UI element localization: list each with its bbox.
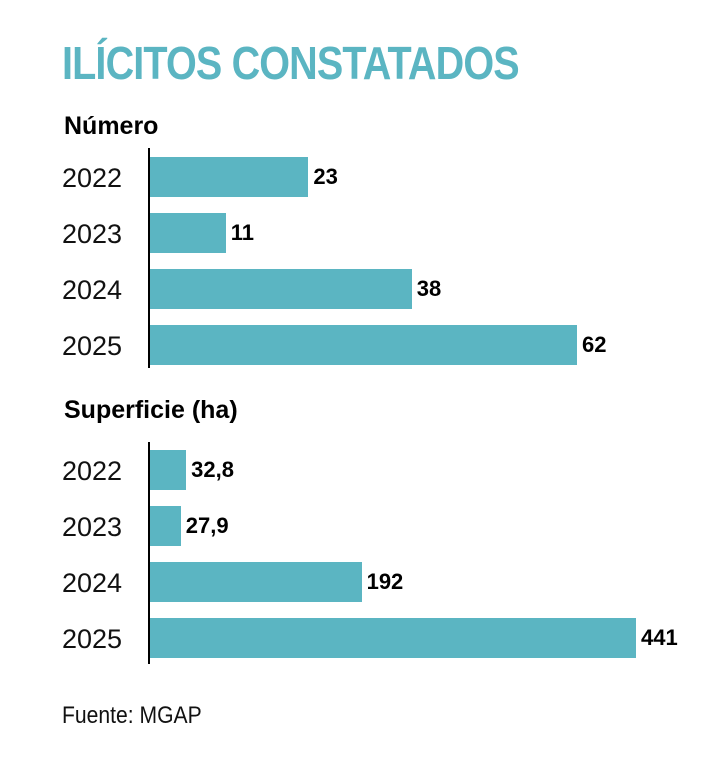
value-label: 11 xyxy=(230,220,255,245)
category-label: 2024 xyxy=(62,568,123,598)
bar-2024 xyxy=(150,269,412,309)
category-label: 2025 xyxy=(62,331,123,361)
category-label: 2025 xyxy=(62,624,123,654)
category-label: 2022 xyxy=(62,163,123,193)
value-label: 62 xyxy=(582,332,607,357)
bar-2022 xyxy=(150,157,309,197)
value-label: 32,8 xyxy=(191,457,234,482)
category-label: 2022 xyxy=(62,456,123,486)
value-label: 27,9 xyxy=(185,513,229,538)
chart-title: ILÍCITOS CONSTATADOS xyxy=(62,37,520,89)
category-label: 2023 xyxy=(62,512,123,542)
value-label: 23 xyxy=(313,164,338,189)
value-label: 38 xyxy=(416,276,442,301)
bar-2022 xyxy=(150,450,187,490)
value-label: 441 xyxy=(641,625,678,650)
bar-2025 xyxy=(150,618,636,658)
chart-2-title: Superficie (ha) xyxy=(64,396,238,424)
bar-2023 xyxy=(150,213,226,253)
bar-2024 xyxy=(150,562,362,602)
bar-2025 xyxy=(150,325,577,365)
category-label: 2023 xyxy=(62,219,123,249)
source-note: Fuente: MGAP xyxy=(62,702,202,729)
chart-2-axis xyxy=(148,442,150,664)
chart-1-title: Número xyxy=(64,112,159,140)
chart-1-axis xyxy=(148,148,150,368)
value-label: 192 xyxy=(366,569,404,594)
bar-2023 xyxy=(150,506,181,546)
category-label: 2024 xyxy=(62,275,123,305)
